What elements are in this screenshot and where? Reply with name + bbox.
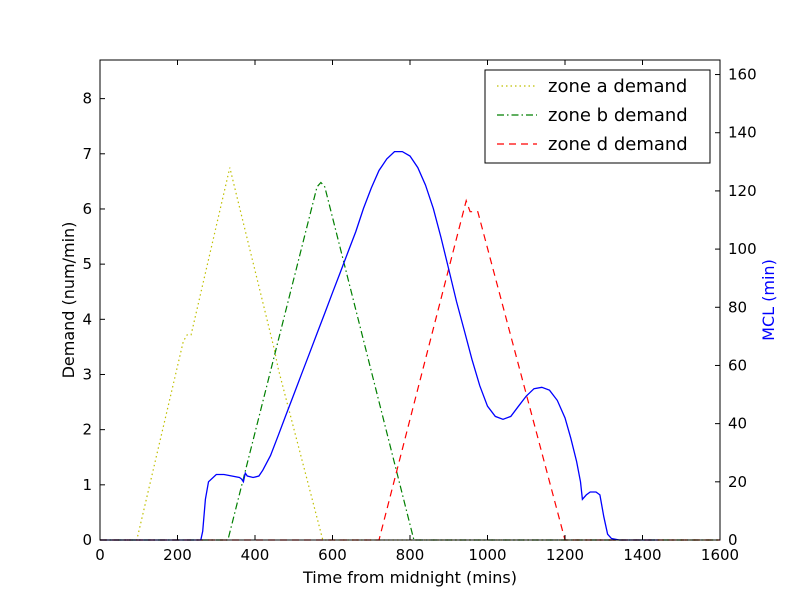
x-tick-label: 400 <box>241 546 270 564</box>
y-tick-label: 4 <box>82 310 92 328</box>
x-tick-label: 1400 <box>623 546 661 564</box>
y-tick-label: 8 <box>82 90 92 108</box>
axes: 0 200 400 600 800 1000 1200 1400 160001234567802… <box>82 59 757 564</box>
x-tick-label: 0 <box>95 546 105 564</box>
series-line-mcl <box>100 150 658 541</box>
y2-tick-label: 160 <box>728 66 757 84</box>
y2-tick-label: 120 <box>728 182 757 200</box>
y2-tick-label: 100 <box>728 240 757 258</box>
y-tick-label: 5 <box>82 255 92 273</box>
series-line-zone-d-demand <box>100 198 720 541</box>
x-tick-label: 1000 <box>468 546 506 564</box>
x-tick-label: 800 <box>396 546 425 564</box>
y-tick-label: 1 <box>82 476 92 494</box>
y2-tick-label: 0 <box>728 531 738 549</box>
legend-label: zone d demand <box>548 134 688 155</box>
y2-tick-label: 20 <box>728 473 747 491</box>
legend-label: zone b demand <box>548 105 688 126</box>
x-tick-label: 600 <box>318 546 347 564</box>
y2-tick-label: 60 <box>728 356 747 374</box>
y2-axis-label: MCL (min) <box>759 259 778 341</box>
series-line-zone-b-demand <box>100 181 720 541</box>
series-line-zone-a-demand <box>100 167 720 541</box>
y-axis-label: Demand (num/min) <box>59 222 78 379</box>
y-tick-label: 0 <box>82 531 92 549</box>
y-tick-label: 2 <box>82 421 92 439</box>
y2-tick-label: 140 <box>728 124 757 142</box>
x-tick-label: 1600 <box>701 546 739 564</box>
plot-area <box>100 150 720 541</box>
legend-label: zone a demand <box>548 76 687 97</box>
x-tick-label: 200 <box>163 546 192 564</box>
legend-box <box>484 69 711 164</box>
y2-tick-label: 40 <box>728 415 747 433</box>
y-tick-label: 7 <box>82 145 92 163</box>
x-tick-label: 1200 <box>546 546 584 564</box>
y-tick-label: 6 <box>82 200 92 218</box>
y2-tick-label: 80 <box>728 298 747 316</box>
y-tick-label: 3 <box>82 365 92 383</box>
legend: zone a demand zone b demand zone d demand <box>484 69 711 164</box>
x-axis-label: Time from midnight (mins) <box>302 568 517 587</box>
